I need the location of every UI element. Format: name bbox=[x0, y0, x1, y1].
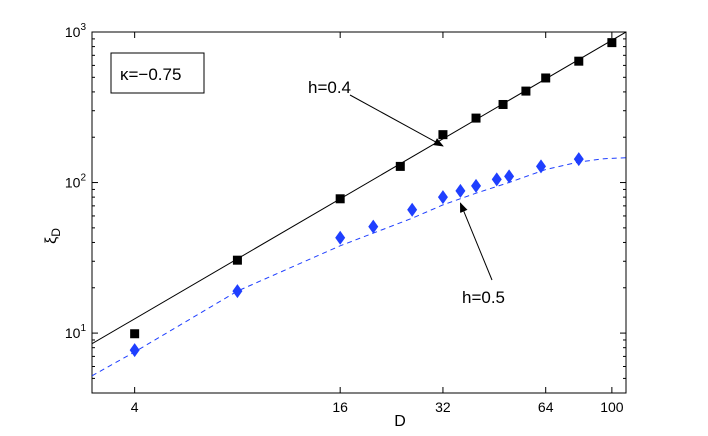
data-point-diamond bbox=[535, 159, 546, 174]
data-markers bbox=[129, 38, 617, 358]
y-tick-label: 103 bbox=[65, 22, 87, 40]
data-point-diamond bbox=[335, 230, 346, 245]
legend-box: κ=−0.75 bbox=[110, 52, 205, 94]
y-axis-label: ξD bbox=[43, 228, 63, 244]
x-tick-label: 100 bbox=[600, 399, 624, 415]
data-point-diamond bbox=[437, 190, 448, 205]
svg-text:ξD: ξD bbox=[43, 228, 63, 244]
x-axis: 4 16 32 64 100 bbox=[131, 32, 624, 415]
annotation-label: h=0.4 bbox=[308, 78, 351, 97]
data-point-square bbox=[335, 194, 345, 204]
data-point-diamond bbox=[368, 219, 379, 234]
data-point-diamond bbox=[471, 178, 482, 193]
data-point-square bbox=[574, 56, 584, 66]
data-point-square bbox=[471, 113, 481, 123]
data-point-diamond bbox=[455, 183, 466, 198]
annotation-label: h=0.5 bbox=[462, 288, 505, 307]
annotation-arrow bbox=[349, 94, 444, 147]
data-point-diamond bbox=[504, 169, 515, 184]
data-point-square bbox=[438, 130, 448, 140]
data-point-diamond bbox=[129, 343, 140, 358]
legend-box-text: κ=−0.75 bbox=[120, 65, 181, 84]
data-point-diamond bbox=[407, 202, 418, 217]
data-point-square bbox=[232, 255, 242, 265]
y-axis: 101 102 103 bbox=[65, 22, 626, 394]
x-tick-label: 4 bbox=[131, 399, 139, 415]
data-point-diamond bbox=[491, 172, 502, 187]
annotation-h04: h=0.4 bbox=[308, 78, 444, 147]
data-point-diamond bbox=[232, 284, 243, 299]
x-tick-label: 64 bbox=[538, 399, 554, 415]
y-tick-label: 101 bbox=[65, 323, 87, 341]
x-tick-label: 16 bbox=[332, 399, 348, 415]
data-point-square bbox=[521, 86, 531, 96]
fit-line-solid bbox=[92, 32, 626, 345]
annotation-arrow bbox=[459, 202, 493, 281]
fit-lines bbox=[92, 32, 626, 377]
x-axis-label: D bbox=[394, 413, 406, 430]
data-point-diamond bbox=[573, 152, 584, 167]
x-tick-label: 32 bbox=[435, 399, 451, 415]
data-point-square bbox=[498, 99, 508, 109]
fit-line-dashed bbox=[92, 157, 626, 377]
data-point-square bbox=[541, 73, 551, 83]
y-tick-label: 102 bbox=[65, 173, 87, 191]
data-point-square bbox=[607, 38, 617, 48]
data-point-square bbox=[130, 329, 140, 339]
data-point-square bbox=[395, 161, 405, 171]
annotation-h05: h=0.5 bbox=[459, 202, 505, 307]
